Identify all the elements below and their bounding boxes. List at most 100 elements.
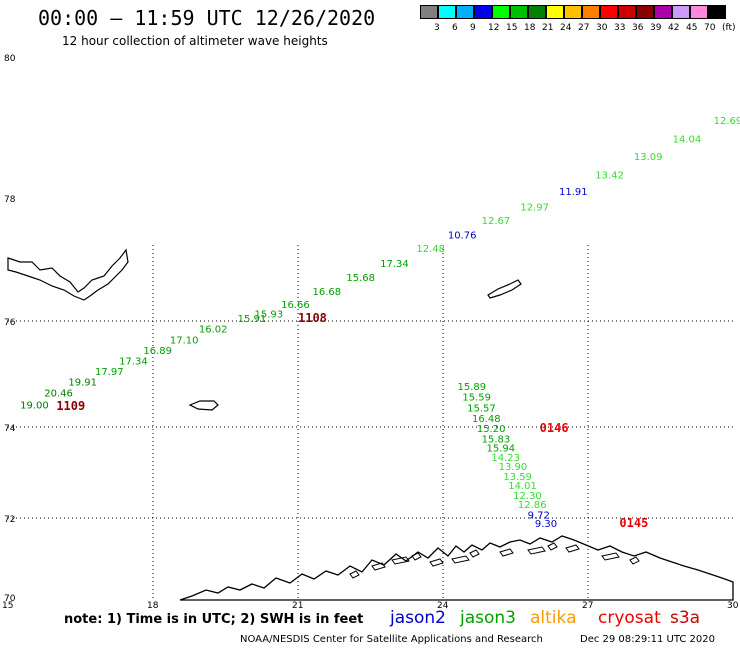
lat-tick-label: 80 xyxy=(4,54,16,64)
legend-swatch xyxy=(456,5,474,19)
lon-tick-label: 21 xyxy=(292,601,303,611)
map-title: 00:00 – 11:59 UTC 12/26/2020 xyxy=(38,6,376,30)
units-note: note: 1) Time is in UTC; 2) SWH is in fe… xyxy=(64,612,364,627)
legend-label: 9 xyxy=(470,23,476,33)
wave-height-label: 13.42 xyxy=(595,170,624,181)
legend-swatch xyxy=(618,5,636,19)
wave-height-label: 14.01 xyxy=(508,481,537,492)
wave-height-label: 15.93 xyxy=(255,309,284,320)
norway-coast xyxy=(179,535,734,601)
legend-label: (ft) xyxy=(722,23,736,33)
hopen-island-coast xyxy=(487,279,522,299)
wave-height-label: 15.68 xyxy=(346,273,375,284)
lon-tick-label: 24 xyxy=(437,601,449,611)
coastal-island xyxy=(469,549,480,558)
legend-label: 27 xyxy=(578,23,590,33)
satellite-altika-label: altika xyxy=(530,608,577,628)
wave-height-label: 12.48 xyxy=(416,244,445,255)
satellite-s3a-label: s3a xyxy=(670,608,701,628)
coastal-island xyxy=(429,558,444,567)
legend-swatch xyxy=(492,5,510,19)
legend-label: 6 xyxy=(452,23,458,33)
wave-height-label: 15.94 xyxy=(487,444,516,455)
legend-swatch xyxy=(528,5,546,19)
wave-height-label: 12.86 xyxy=(518,500,547,511)
wave-height-label: 19.00 xyxy=(20,400,49,411)
coastal-island xyxy=(391,556,410,565)
lat-tick-label: 70 xyxy=(4,594,16,604)
wave-height-label: 20.46 xyxy=(44,388,73,399)
coastal-island xyxy=(527,546,546,555)
wave-height-label: 19.91 xyxy=(68,378,97,389)
satellite-cryosat-label: cryosat xyxy=(598,608,661,628)
lat-tick-label: 74 xyxy=(4,424,16,434)
legend-swatch xyxy=(564,5,582,19)
legend-label: 36 xyxy=(632,23,644,33)
wave-height-label: 16.68 xyxy=(313,287,342,298)
legend-swatch xyxy=(636,5,654,19)
satellite-jason2-label: jason2 xyxy=(390,608,446,628)
footer-credit: NOAA/NESDIS Center for Satellite Applica… xyxy=(240,634,543,645)
wave-height-label: 13.59 xyxy=(503,472,532,483)
legend-swatch xyxy=(708,5,726,19)
legend-swatch xyxy=(420,5,438,19)
legend-swatch xyxy=(654,5,672,19)
coastal-island xyxy=(411,552,422,561)
bear-island-coast xyxy=(188,400,219,411)
legend-label: 21 xyxy=(542,23,554,33)
lat-tick-label: 78 xyxy=(4,195,16,205)
coastal-island xyxy=(371,562,386,571)
coastal-island xyxy=(547,542,558,551)
coastal-island xyxy=(629,556,640,565)
legend-swatch xyxy=(438,5,456,19)
wave-height-label: 11.91 xyxy=(559,187,588,198)
wave-height-label: 15.57 xyxy=(467,404,496,415)
legend-swatch xyxy=(546,5,564,19)
legend-label: 3 xyxy=(434,23,440,33)
wave-height-label: 13.90 xyxy=(499,462,528,473)
pass-time-label: 0146 xyxy=(540,421,569,435)
legend-label: 15 xyxy=(506,23,518,33)
lat-tick-label: 76 xyxy=(4,318,16,328)
legend-label: 39 xyxy=(650,23,662,33)
pass-time-label: 1108 xyxy=(298,311,327,325)
wave-height-label: 12.69 xyxy=(714,116,740,127)
wave-height-label: 14.04 xyxy=(673,134,702,145)
lon-tick-label: 30 xyxy=(727,601,739,611)
wave-height-label: 15.59 xyxy=(462,393,491,404)
coastal-island xyxy=(601,552,620,561)
wave-height-label: 16.48 xyxy=(472,414,501,425)
wave-height-label: 15.83 xyxy=(482,434,511,445)
lon-tick-label: 15 xyxy=(2,601,13,611)
pass-time-label: 0145 xyxy=(619,516,648,530)
legend-label: 33 xyxy=(614,23,626,33)
lon-tick-label: 27 xyxy=(582,601,593,611)
wave-height-label: 16.66 xyxy=(281,300,310,311)
wave-height-label: 12.30 xyxy=(513,491,542,502)
legend-swatch xyxy=(582,5,600,19)
legend-label: 12 xyxy=(488,23,500,33)
pass-time-label: 1109 xyxy=(56,399,85,413)
map-subtitle: 12 hour collection of altimeter wave hei… xyxy=(62,34,328,48)
wave-height-label: 13.09 xyxy=(634,152,663,163)
footer-timestamp: Dec 29 08:29:11 UTC 2020 xyxy=(580,634,715,645)
wave-height-label: 10.76 xyxy=(448,231,477,242)
wave-height-label: 9.30 xyxy=(535,519,557,530)
wave-height-label: 12.67 xyxy=(482,216,511,227)
wave-height-label: 15.20 xyxy=(477,424,506,435)
pass-time-labels: 1109 1108 0146 0145 xyxy=(56,311,648,530)
coastal-island xyxy=(565,544,580,553)
legend-swatch xyxy=(690,5,708,19)
wave-height-label: 17.34 xyxy=(119,356,148,367)
legend-label: 42 xyxy=(668,23,680,33)
coastline-land xyxy=(7,248,734,601)
wave-height-labels: 19.0020.4619.9117.9717.3416.8917.1016.02… xyxy=(20,116,740,530)
wave-height-label: 16.02 xyxy=(199,325,228,336)
wave-height-label: 9.72 xyxy=(528,510,550,521)
wave-height-label: 17.34 xyxy=(380,259,409,270)
legend-swatch xyxy=(600,5,618,19)
legend-label: 24 xyxy=(560,23,572,33)
wave-height-label: 14.23 xyxy=(491,453,520,464)
